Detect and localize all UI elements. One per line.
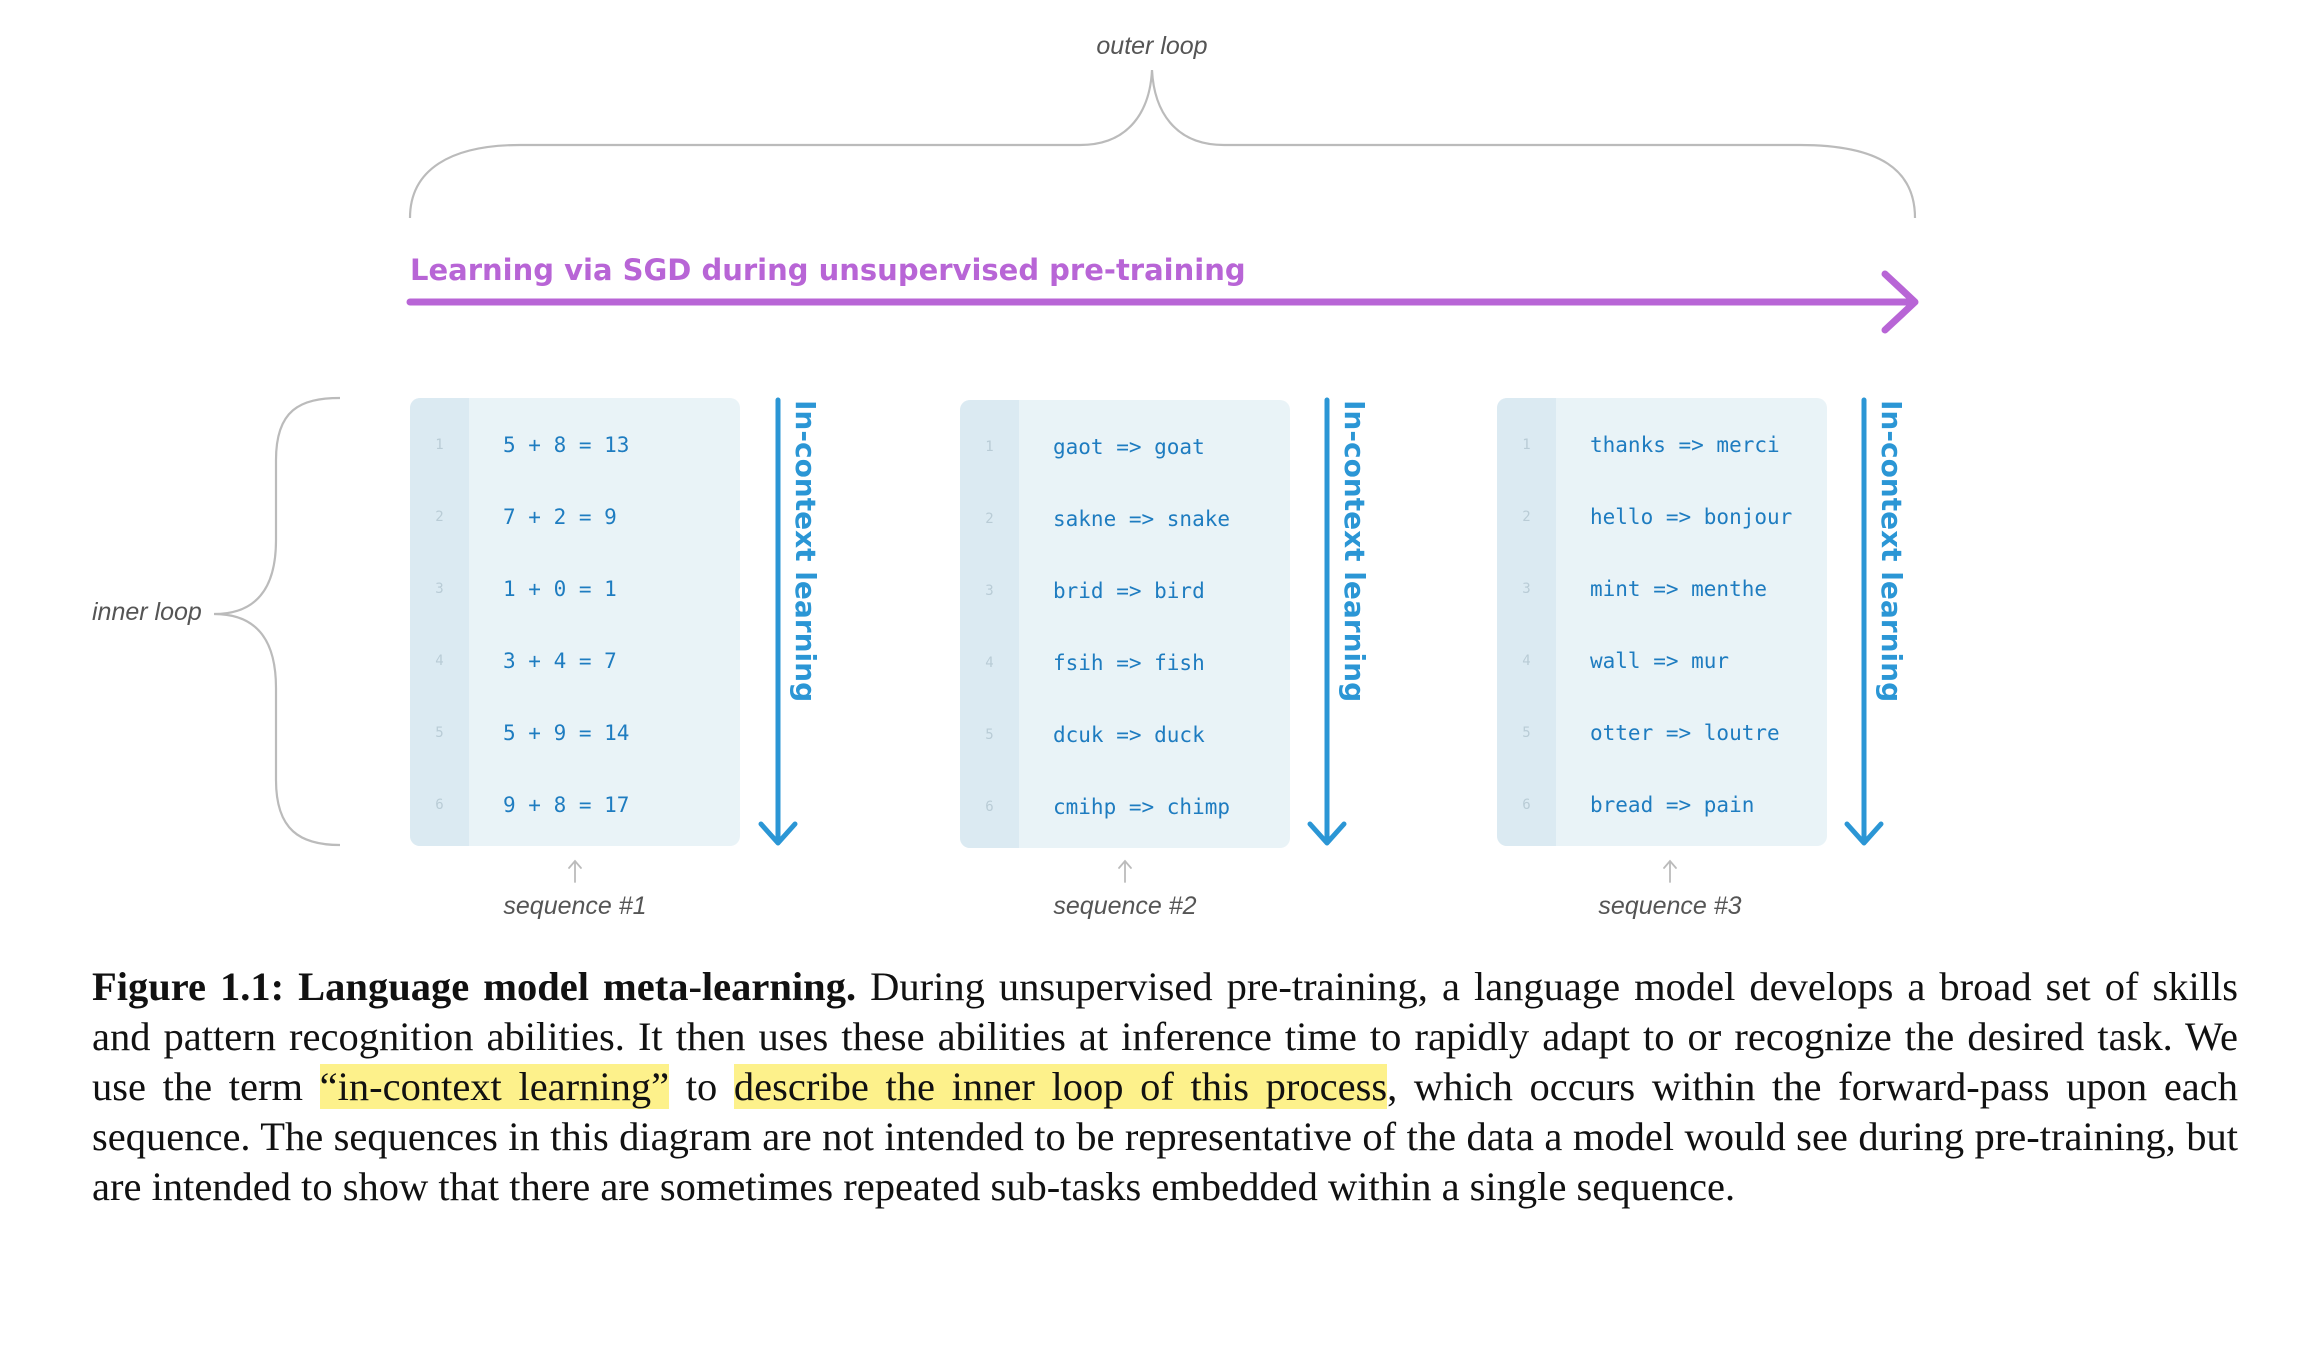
figure-label: Figure 1.1: Language model meta-learning…	[92, 964, 857, 1009]
up-arrow-icon-1	[568, 859, 582, 883]
line-number: 5	[1522, 725, 1531, 741]
code-text: bread => pain	[1590, 793, 1755, 817]
code-text: 9 + 8 = 17	[503, 793, 630, 817]
code-text: sakne => snake	[1053, 507, 1231, 531]
in-context-arrow-3	[1844, 397, 1884, 846]
line-number: 2	[985, 511, 994, 527]
outer-loop-label: outer loop	[1096, 32, 1208, 60]
sequence-line: 4 wall => mur	[1497, 644, 1827, 684]
sequence-line: 6 bread => pain	[1497, 788, 1827, 828]
sequence-line: 6 9 + 8 = 17	[410, 788, 740, 828]
in-context-text: In-context learning	[1875, 400, 1908, 703]
sequence-box-2: 1 gaot => goat 2 sakne => snake 3 brid =…	[960, 400, 1290, 848]
code-text: otter => loutre	[1590, 721, 1780, 745]
line-number: 4	[1522, 653, 1531, 669]
sequence-line: 5 5 + 9 = 14	[410, 716, 740, 756]
code-text: dcuk => duck	[1053, 723, 1205, 747]
line-number: 6	[435, 797, 444, 813]
line-number: 3	[985, 583, 994, 599]
line-number: 1	[985, 439, 994, 455]
code-text: 5 + 9 = 14	[503, 721, 630, 745]
caption-text: to	[669, 1064, 734, 1109]
up-arrow-icon-2	[1118, 859, 1132, 883]
sequence-box-1: 1 5 + 8 = 13 2 7 + 2 = 9 3 1 + 0 = 1 4 3…	[410, 398, 740, 846]
line-number: 1	[435, 437, 444, 453]
code-text: hello => bonjour	[1590, 505, 1793, 529]
line-number: 3	[1522, 581, 1531, 597]
code-text: 7 + 2 = 9	[503, 505, 617, 529]
sequence-caption-3: sequence #3	[1598, 892, 1742, 920]
sequence-line: 5 dcuk => duck	[960, 718, 1290, 758]
highlight-in-context-learning: “in-context learning”	[319, 1064, 670, 1109]
figure-caption: Figure 1.1: Language model meta-learning…	[92, 962, 2238, 1212]
line-number: 2	[435, 509, 444, 525]
inner-loop-label: inner loop	[92, 598, 202, 626]
code-text: cmihp => chimp	[1053, 795, 1231, 819]
code-text: fsih => fish	[1053, 651, 1205, 675]
code-text: 1 + 0 = 1	[503, 577, 617, 601]
code-text: 3 + 4 = 7	[503, 649, 617, 673]
code-text: gaot => goat	[1053, 435, 1205, 459]
sequence-line: 5 otter => loutre	[1497, 716, 1827, 756]
sequence-line: 3 brid => bird	[960, 574, 1290, 614]
sequence-caption-2: sequence #2	[1053, 892, 1197, 920]
line-number: 6	[1522, 797, 1531, 813]
caption-text: , which occurs within the forward-pass u…	[92, 1064, 2238, 1209]
line-number: 6	[985, 799, 994, 815]
line-number-gutter	[960, 400, 1019, 848]
line-number: 4	[435, 653, 444, 669]
in-context-arrow-1	[758, 397, 798, 846]
sequence-caption-1: sequence #1	[503, 892, 647, 920]
highlight-inner-loop: describe the inner loop of this process	[733, 1064, 1388, 1109]
code-text: wall => mur	[1590, 649, 1730, 673]
sequence-line: 4 3 + 4 = 7	[410, 644, 740, 684]
sgd-label: Learning via SGD during unsupervised pre…	[410, 253, 1246, 287]
line-number: 1	[1522, 437, 1531, 453]
in-context-arrow-2	[1307, 397, 1347, 846]
line-number-gutter	[410, 398, 469, 846]
in-context-text: In-context learning	[789, 400, 822, 703]
in-context-text: In-context learning	[1338, 400, 1371, 703]
line-number: 3	[435, 581, 444, 597]
sequence-line: 1 thanks => merci	[1497, 428, 1827, 468]
sequence-line: 1 5 + 8 = 13	[410, 428, 740, 468]
line-number-gutter	[1497, 398, 1556, 846]
code-text: thanks => merci	[1590, 433, 1780, 457]
sequence-line: 2 7 + 2 = 9	[410, 500, 740, 540]
code-text: brid => bird	[1053, 579, 1205, 603]
line-number: 5	[985, 727, 994, 743]
sequence-box-3: 1 thanks => merci 2 hello => bonjour 3 m…	[1497, 398, 1827, 846]
sequence-line: 2 hello => bonjour	[1497, 500, 1827, 540]
caption-text: During unsupervised pre-training, a lang…	[92, 964, 2238, 1109]
line-number: 4	[985, 655, 994, 671]
code-text: mint => menthe	[1590, 577, 1768, 601]
sequence-line: 3 mint => menthe	[1497, 572, 1827, 612]
sequence-line: 4 fsih => fish	[960, 646, 1290, 686]
line-number: 5	[435, 725, 444, 741]
sequence-line: 1 gaot => goat	[960, 430, 1290, 470]
code-text: 5 + 8 = 13	[503, 433, 630, 457]
up-arrow-icon-3	[1663, 859, 1677, 883]
sequence-line: 6 cmihp => chimp	[960, 790, 1290, 830]
sequence-line: 2 sakne => snake	[960, 502, 1290, 542]
line-number: 2	[1522, 509, 1531, 525]
sequence-line: 3 1 + 0 = 1	[410, 572, 740, 612]
